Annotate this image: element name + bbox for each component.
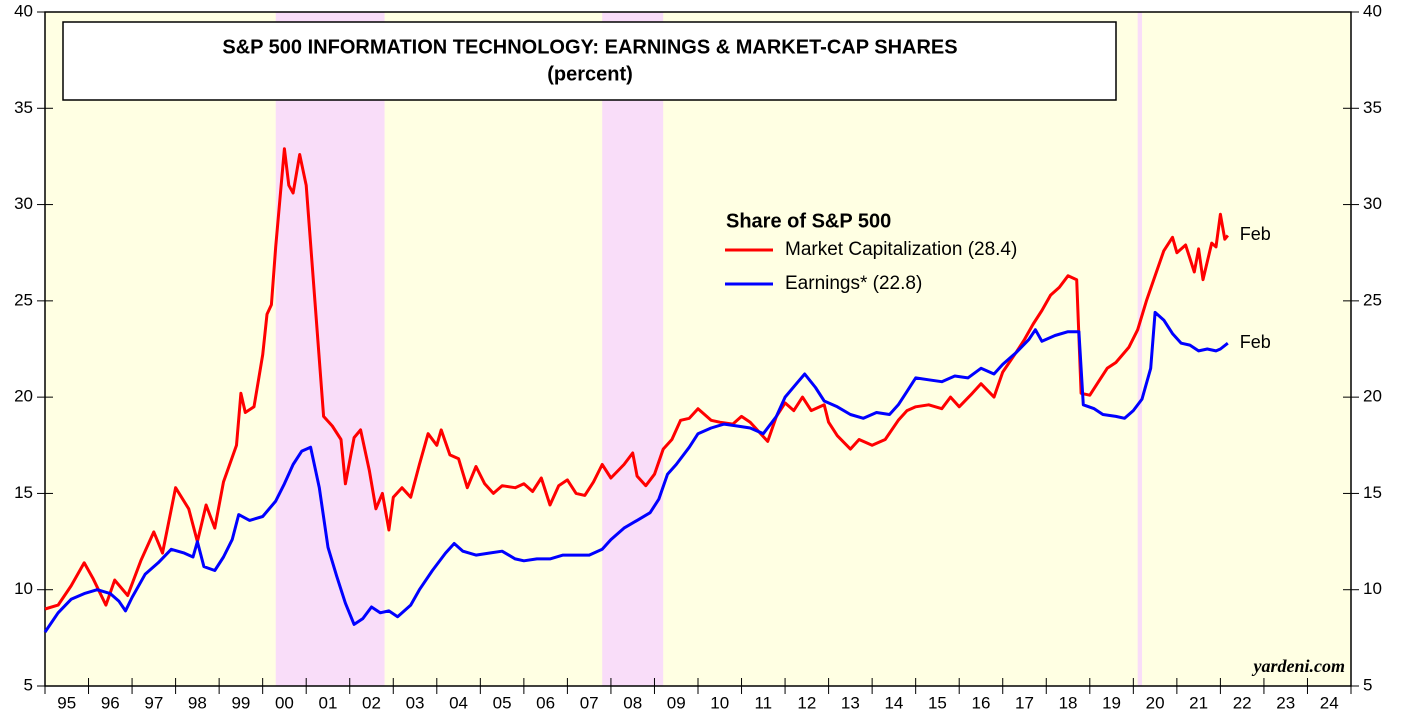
x-tick-label: 08 <box>623 693 642 712</box>
legend-label: Earnings* (22.8) <box>785 273 922 294</box>
x-tick-label: 12 <box>797 693 816 712</box>
y-tick-label: 40 <box>14 1 33 20</box>
chart-title: S&P 500 INFORMATION TECHNOLOGY: EARNINGS… <box>222 36 957 58</box>
y-tick-label: 30 <box>14 194 33 213</box>
y2-tick-label: 15 <box>1363 483 1382 502</box>
x-tick-label: 10 <box>710 693 729 712</box>
shaded-period <box>1137 12 1143 686</box>
y2-tick-label: 5 <box>1363 675 1372 694</box>
x-tick-label: 20 <box>1146 693 1165 712</box>
x-tick-label: 98 <box>188 693 207 712</box>
x-tick-label: 02 <box>362 693 381 712</box>
x-tick-label: 05 <box>493 693 512 712</box>
x-tick-label: 16 <box>972 693 991 712</box>
y-tick-label: 5 <box>24 675 33 694</box>
y2-tick-label: 35 <box>1363 98 1382 117</box>
end-label: Feb <box>1240 332 1271 352</box>
x-tick-label: 14 <box>884 693 903 712</box>
x-tick-label: 01 <box>319 693 338 712</box>
x-tick-label: 99 <box>231 693 250 712</box>
y-tick-label: 25 <box>14 290 33 309</box>
x-tick-label: 97 <box>144 693 163 712</box>
y2-tick-label: 25 <box>1363 290 1382 309</box>
y-tick-label: 35 <box>14 98 33 117</box>
x-tick-label: 11 <box>754 693 772 712</box>
legend-label: Market Capitalization (28.4) <box>785 239 1017 260</box>
y2-tick-label: 40 <box>1363 1 1382 20</box>
shaded-period <box>602 12 664 686</box>
chart-subtitle: (percent) <box>547 63 633 85</box>
x-tick-label: 24 <box>1320 693 1339 712</box>
shaded-period <box>275 12 385 686</box>
y-tick-label: 15 <box>14 483 33 502</box>
end-label: Feb <box>1240 224 1271 244</box>
y2-tick-label: 10 <box>1363 579 1382 598</box>
x-tick-label: 17 <box>1015 693 1034 712</box>
x-tick-label: 95 <box>57 693 76 712</box>
x-tick-label: 22 <box>1233 693 1252 712</box>
x-tick-label: 13 <box>841 693 860 712</box>
x-tick-label: 09 <box>667 693 686 712</box>
x-tick-label: 15 <box>928 693 947 712</box>
x-tick-label: 03 <box>406 693 425 712</box>
plot-background <box>45 12 1351 686</box>
series-line <box>43 310 1229 633</box>
x-tick-label: 04 <box>449 693 468 712</box>
series-line <box>44 147 1229 611</box>
x-tick-label: 06 <box>536 693 555 712</box>
x-tick-label: 00 <box>275 693 294 712</box>
x-tick-label: 07 <box>580 693 599 712</box>
legend-title: Share of S&P 500 <box>726 210 891 232</box>
watermark: yardeni.com <box>1252 656 1346 676</box>
title-box <box>62 21 1117 101</box>
x-tick-label: 23 <box>1276 693 1295 712</box>
plot-area <box>37 11 1359 694</box>
x-tick-label: 96 <box>101 693 120 712</box>
x-tick-label: 19 <box>1102 693 1121 712</box>
x-tick-label: 18 <box>1059 693 1078 712</box>
y-tick-label: 10 <box>14 579 33 598</box>
y2-tick-label: 20 <box>1363 387 1382 406</box>
y-tick-label: 20 <box>14 387 33 406</box>
x-tick-label: 21 <box>1189 693 1208 712</box>
y2-tick-label: 30 <box>1363 194 1382 213</box>
